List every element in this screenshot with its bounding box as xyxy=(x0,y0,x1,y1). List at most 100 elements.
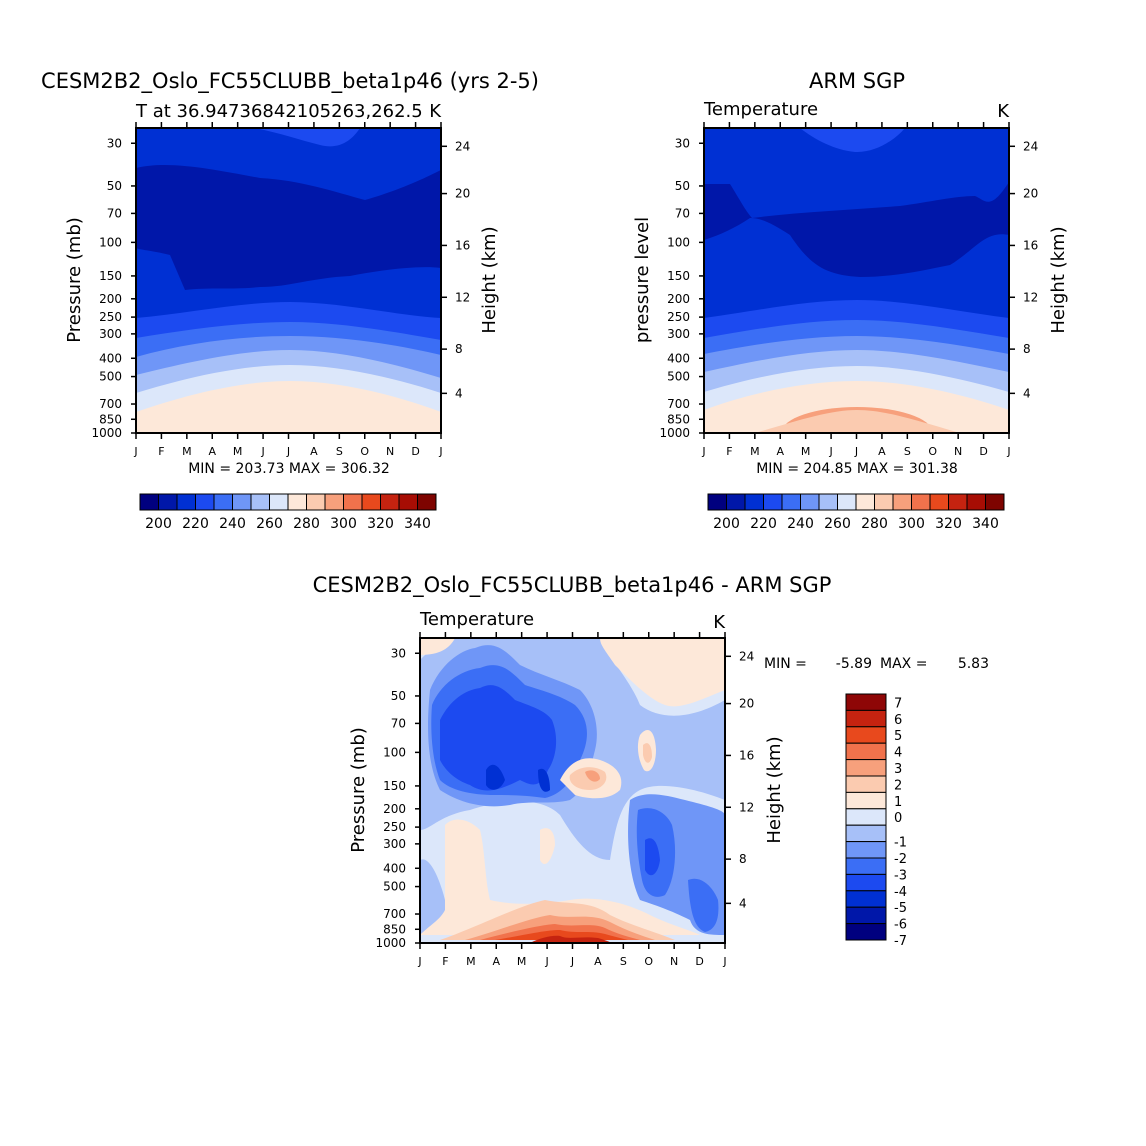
right-tick-label: 12 xyxy=(1023,290,1038,304)
colorbar-label: 200 xyxy=(713,516,740,532)
right-tick-label: 20 xyxy=(455,187,470,201)
panel1-title: CESM2B2_Oslo_FC55CLUBB_beta1p46 (yrs 2-5… xyxy=(41,69,539,94)
x-tick-label: J xyxy=(286,445,290,458)
colorbar-swatch xyxy=(837,493,857,511)
colorbar-swatch xyxy=(845,791,887,810)
colorbar-swatch xyxy=(380,493,400,511)
y-tick-label: 150 xyxy=(383,779,406,793)
y-tick-label: 250 xyxy=(383,820,406,834)
colorbar-swatch xyxy=(855,493,875,511)
y-tick-label: 1000 xyxy=(659,426,690,440)
right-tick-label: 8 xyxy=(455,342,463,356)
panel1-right-ticks: 24 20 16 12 8 4 xyxy=(441,139,470,400)
right-tick-label: 8 xyxy=(1023,342,1031,356)
y-tick-label: 300 xyxy=(667,327,690,341)
colorbar-swatch xyxy=(324,493,344,511)
y-tick-label: 500 xyxy=(667,370,690,384)
colorbar-label: 220 xyxy=(750,516,777,532)
band-diff-east-neg3b xyxy=(688,878,719,932)
colorbar-label: 260 xyxy=(824,516,851,532)
x-tick-label: D xyxy=(695,955,703,968)
colorbar-label: 280 xyxy=(293,516,320,532)
colorbar-swatch xyxy=(966,493,986,511)
colorbar-swatch xyxy=(845,857,887,875)
panel2-title: ARM SGP xyxy=(809,69,905,93)
x-tick-label: J xyxy=(544,955,548,968)
x-tick-label: M xyxy=(517,955,527,968)
colorbar-label: 0 xyxy=(894,811,902,826)
colorbar-swatch xyxy=(845,759,887,777)
band-diff-pos-stem2 xyxy=(643,743,652,763)
x-tick-label: J xyxy=(1006,445,1010,458)
y-tick-label: 200 xyxy=(99,292,122,306)
colorbar-label: -3 xyxy=(894,868,907,883)
band-diff-pos-lower xyxy=(420,819,700,935)
colorbar-swatch xyxy=(929,493,949,511)
x-tick-label: N xyxy=(670,955,678,968)
right-tick-label: 12 xyxy=(739,800,754,814)
panel1-ylabel: Pressure (mb) xyxy=(64,217,85,343)
colorbar-swatch xyxy=(845,709,887,728)
panel2-colorbar xyxy=(707,493,1005,511)
band-c215 xyxy=(704,182,1009,277)
y-tick-label: 400 xyxy=(383,861,406,875)
right-tick-label: 4 xyxy=(739,896,747,910)
band-c215 xyxy=(136,165,441,290)
y-tick-label: 150 xyxy=(667,269,690,283)
band-diff-east-neg4 xyxy=(645,838,660,876)
colorbar-label: 240 xyxy=(787,516,814,532)
colorbar-label: -4 xyxy=(894,885,907,900)
colorbar-swatch xyxy=(985,493,1005,511)
colorbar-swatch xyxy=(707,493,727,511)
panel2-ylabel-right: Height (km) xyxy=(1048,226,1069,333)
colorbar-label: 320 xyxy=(935,516,962,532)
right-tick-label: 24 xyxy=(1023,139,1038,153)
y-tick-label: 400 xyxy=(667,351,690,365)
colorbar-label: 260 xyxy=(256,516,283,532)
colorbar-label: 2 xyxy=(894,778,902,793)
colorbar-swatch xyxy=(250,493,270,511)
colorbar-swatch xyxy=(845,906,887,925)
panel3-colorbar xyxy=(845,693,887,941)
colorbar-swatch xyxy=(845,923,887,941)
panel2-ylabel: pressure level xyxy=(632,217,653,343)
x-tick-label: N xyxy=(386,445,394,458)
y-tick-label: 100 xyxy=(99,235,122,249)
x-tick-label: J xyxy=(854,445,858,458)
panel3-title: CESM2B2_Oslo_FC55CLUBB_beta1p46 - ARM SG… xyxy=(313,573,832,598)
colorbar-swatch xyxy=(417,493,437,511)
colorbar-swatch xyxy=(763,493,783,511)
band-c235 xyxy=(255,128,360,147)
colorbar-label: -2 xyxy=(894,852,907,867)
colorbar-label: 340 xyxy=(404,516,431,532)
colorbar-swatch xyxy=(269,493,289,511)
colorbar-swatch xyxy=(845,873,887,892)
panel-model: CESM2B2_Oslo_FC55CLUBB_beta1p46 (yrs 2-5… xyxy=(41,69,539,532)
x-tick-label: M xyxy=(466,955,476,968)
right-tick-label: 4 xyxy=(1023,386,1031,400)
colorbar-swatch xyxy=(818,493,838,511)
colorbar-label: 240 xyxy=(219,516,246,532)
x-tick-label: J xyxy=(260,445,264,458)
x-tick-label: M xyxy=(182,445,192,458)
panel1-plot-area xyxy=(136,128,441,433)
colorbar-label: -5 xyxy=(894,901,907,916)
y-tick-label: 250 xyxy=(99,310,122,324)
colorbar-swatch xyxy=(361,493,381,511)
band-diff-pos-lower2 xyxy=(540,828,555,865)
x-tick-label: D xyxy=(411,445,419,458)
y-tick-label: 70 xyxy=(675,206,690,220)
panel3-ylabel: Pressure (mb) xyxy=(348,727,369,853)
y-tick-label: 70 xyxy=(391,716,406,730)
colorbar-label: 6 xyxy=(894,713,902,728)
panel-diff: CESM2B2_Oslo_FC55CLUBB_beta1p46 - ARM SG… xyxy=(313,573,989,968)
y-tick-label: 50 xyxy=(107,179,122,193)
colorbar-swatch xyxy=(845,824,887,843)
y-tick-label: 70 xyxy=(107,206,122,220)
x-tick-label: J xyxy=(417,955,421,968)
colorbar-swatch xyxy=(781,493,801,511)
colorbar-swatch xyxy=(911,493,931,511)
